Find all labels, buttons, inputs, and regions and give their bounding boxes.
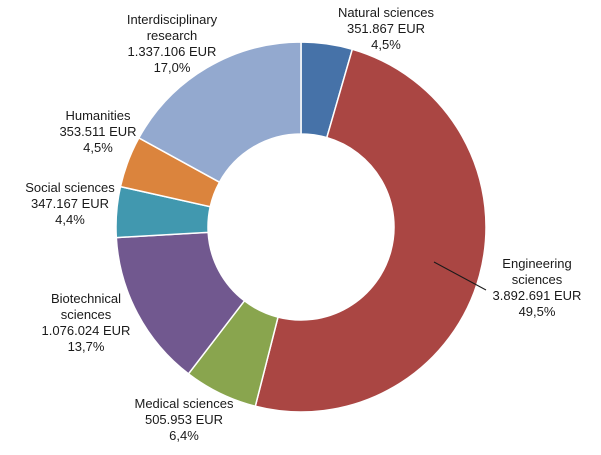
label-humanities: Humanities 353.511 EUR 4,5%	[59, 108, 136, 155]
label-biotechnical-sciences: Biotechnical sciences 1.076.024 EUR 13,7%	[42, 291, 131, 354]
label-interdisciplinary-research: Interdisciplinary research 1.337.106 EUR 17…	[127, 12, 218, 75]
label-engineering-sciences: Engineering sciences 3.892.691 EUR 49,5%	[493, 256, 582, 319]
label-natural-sciences: Natural sciences 351.867 EUR 4,5%	[338, 5, 435, 52]
leader-lines	[433, 261, 487, 291]
slice-interdisciplinary-research	[137, 41, 302, 184]
slice-biotechnical-sciences	[115, 231, 246, 375]
slice-labels: Natural sciences 351.867 EUR 4,5% Engineeri…	[25, 5, 581, 443]
donut-slices	[115, 41, 487, 413]
label-social-sciences: Social sciences 347.167 EUR 4,4%	[25, 180, 115, 227]
slice-engineering-sciences	[254, 48, 487, 413]
label-medical-sciences: Medical sciences 505.953 EUR 6,4%	[135, 396, 234, 443]
leader-line-engineering-sciences	[433, 261, 487, 291]
